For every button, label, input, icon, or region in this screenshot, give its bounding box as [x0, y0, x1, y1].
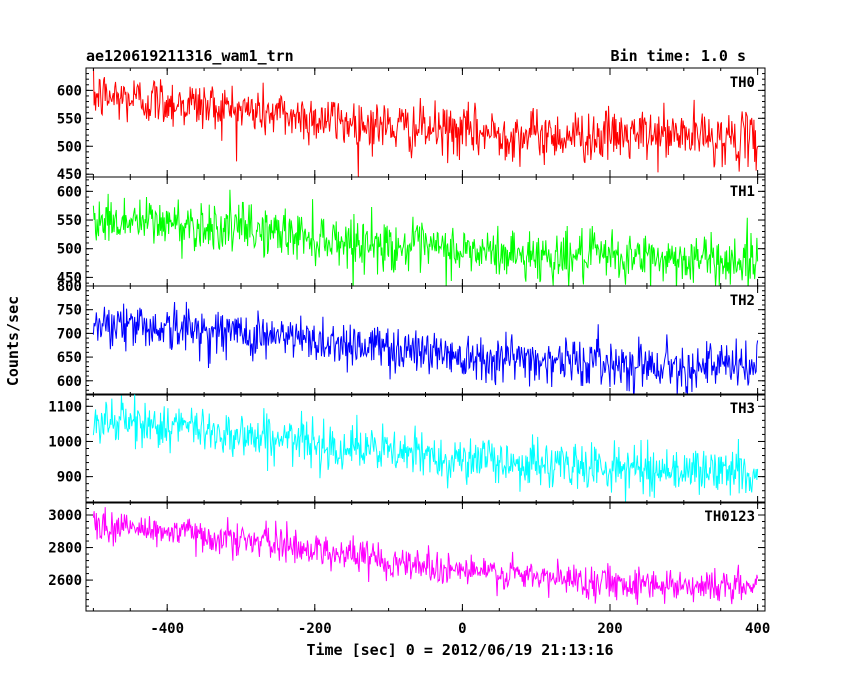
y-tick-label: 600: [57, 374, 82, 390]
panel-th3: 900 1000 1100 TH3: [48, 393, 766, 504]
panel-frame: [85, 393, 766, 504]
y-tick-label: 700: [57, 326, 82, 342]
y-tick-label: 600: [57, 83, 82, 99]
y-tick-label: 1000: [48, 434, 82, 450]
series-line-th0123: [92, 507, 759, 605]
panel-frame: [85, 285, 766, 396]
series-line-th2: [92, 301, 759, 395]
y-tick-label: 750: [57, 303, 82, 319]
panel-label-th0123: TH0123: [704, 509, 755, 525]
y-tick-label: 500: [57, 242, 82, 258]
panel-th2: 600 650 700 750 800 TH2: [57, 279, 766, 396]
y-axis-title: Counts/sec: [4, 296, 22, 386]
panel-th0123: 2600 2800 3000 TH0123: [48, 501, 766, 612]
panel-th0: 450 500 550 600 TH0: [57, 67, 766, 183]
y-tick-label: 550: [57, 213, 82, 229]
y-tick-label: 2600: [48, 573, 82, 589]
y-tick-label: 450: [57, 167, 82, 183]
panel-th1: 450 500 550 600 TH1: [57, 176, 766, 287]
y-tick-label: 450: [57, 270, 82, 286]
x-tick-label: -400: [150, 621, 184, 637]
x-tick-label: -200: [298, 621, 332, 637]
y-tick-label: 3000: [48, 508, 82, 524]
y-tick-label: 550: [57, 111, 82, 127]
panels-group: 450 500 550 600 TH0 450 500 550 600 TH1 600 650 700 7…: [48, 67, 766, 612]
x-axis-title: Time [sec] 0 = 2012/06/19 21:13:16: [306, 641, 613, 659]
chart-title-left: ae120619211316_wam1_trn: [86, 47, 294, 65]
panel-label-th0: TH0: [730, 75, 755, 91]
x-tick-label: 400: [745, 621, 770, 637]
panel-frame: [85, 501, 766, 612]
panel-label-th3: TH3: [730, 401, 755, 417]
y-tick-label: 600: [57, 184, 82, 200]
panel-label-th1: TH1: [730, 184, 755, 200]
chart-title-right: Bin time: 1.0 s: [611, 47, 746, 65]
x-tick-label: 0: [458, 621, 466, 637]
panel-label-th2: TH2: [730, 293, 755, 309]
series-line-th1: [92, 189, 759, 286]
y-tick-label: 2800: [48, 541, 82, 557]
series-line-th0: [93, 68, 759, 177]
x-axis: -400 -200 0 200 400: [150, 621, 770, 637]
y-tick-label: 650: [57, 350, 82, 366]
y-tick-label: 800: [57, 279, 82, 295]
series-line-th3: [92, 394, 759, 503]
x-tick-label: 200: [597, 621, 622, 637]
y-tick-label: 900: [57, 470, 82, 486]
y-tick-label: 1100: [48, 399, 82, 415]
y-tick-label: 500: [57, 139, 82, 155]
